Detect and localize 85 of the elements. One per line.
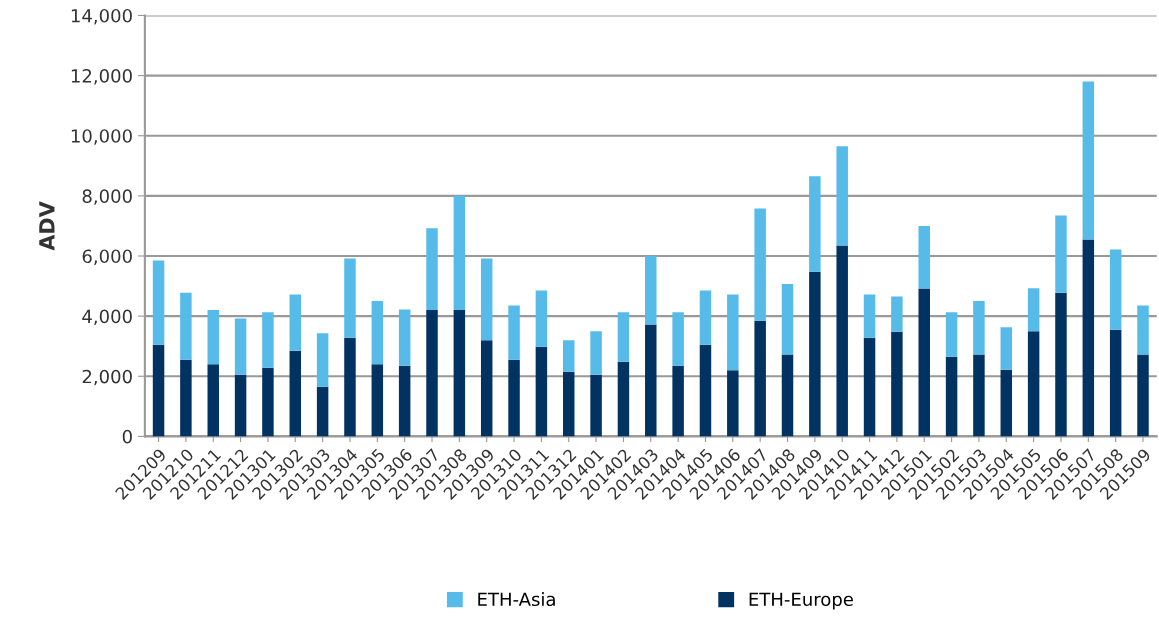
y-tick-label: 6,000 bbox=[82, 249, 132, 265]
bar bbox=[918, 225, 930, 289]
bar bbox=[453, 195, 466, 311]
bar bbox=[262, 367, 274, 437]
y-tick-label: 0 bbox=[122, 429, 132, 444]
bar bbox=[754, 320, 766, 437]
bar bbox=[535, 346, 548, 437]
bar bbox=[1000, 327, 1013, 370]
bar bbox=[1027, 288, 1040, 332]
bar bbox=[1000, 369, 1013, 437]
bar bbox=[891, 331, 903, 437]
bar bbox=[207, 364, 219, 437]
bar bbox=[535, 290, 548, 347]
bar bbox=[1137, 354, 1149, 437]
bar bbox=[563, 371, 575, 437]
bar bbox=[727, 294, 739, 371]
bar bbox=[1055, 292, 1067, 437]
y-tick-label: 2,000 bbox=[82, 369, 132, 386]
bar bbox=[836, 146, 848, 246]
bar bbox=[781, 354, 794, 437]
bar bbox=[180, 292, 192, 360]
bar bbox=[617, 312, 630, 362]
bar bbox=[809, 271, 821, 437]
bar bbox=[316, 333, 329, 387]
bar bbox=[918, 288, 930, 437]
y-tick-label: 14,000 bbox=[71, 8, 132, 25]
bar bbox=[809, 176, 821, 272]
bar bbox=[1027, 331, 1040, 437]
bar bbox=[262, 312, 274, 368]
bar bbox=[398, 309, 411, 366]
bar bbox=[727, 370, 739, 437]
bar bbox=[371, 301, 384, 365]
bar bbox=[1082, 81, 1095, 240]
bar bbox=[453, 310, 466, 437]
bar bbox=[316, 386, 329, 437]
bar bbox=[945, 356, 958, 437]
bar bbox=[1109, 249, 1122, 330]
bar bbox=[973, 354, 985, 437]
bar bbox=[1137, 305, 1149, 355]
bar bbox=[371, 364, 384, 437]
legend-label: ETH-Asia bbox=[478, 592, 555, 607]
bar bbox=[289, 350, 302, 437]
bar bbox=[863, 337, 876, 437]
bar bbox=[754, 208, 766, 321]
bar bbox=[480, 258, 493, 341]
bar bbox=[891, 296, 903, 332]
bar bbox=[344, 337, 356, 437]
bar bbox=[398, 365, 411, 437]
bar bbox=[1055, 215, 1067, 293]
bar bbox=[289, 294, 302, 351]
legend-label: ETH-Europe bbox=[749, 592, 853, 610]
bar bbox=[207, 310, 219, 365]
bar bbox=[863, 294, 876, 338]
bar bbox=[973, 301, 985, 355]
bar bbox=[699, 290, 712, 345]
bar bbox=[234, 374, 247, 437]
bar bbox=[672, 312, 684, 366]
bar bbox=[672, 365, 684, 437]
bar bbox=[180, 359, 192, 437]
y-tick-label: 12,000 bbox=[71, 69, 132, 85]
y-tick-label: 8,000 bbox=[82, 189, 132, 205]
bar bbox=[508, 359, 520, 437]
y-tick-label: 10,000 bbox=[71, 129, 132, 145]
y-axis-title: ADV bbox=[39, 201, 55, 251]
bar bbox=[645, 256, 657, 325]
bar bbox=[1082, 239, 1095, 437]
bar bbox=[590, 374, 602, 437]
bar bbox=[480, 340, 493, 437]
bar bbox=[1109, 329, 1122, 437]
y-tick-label: 4,000 bbox=[82, 309, 132, 326]
bar bbox=[617, 361, 630, 437]
bar bbox=[563, 340, 575, 372]
bar bbox=[836, 245, 848, 437]
bar bbox=[781, 283, 794, 355]
bar bbox=[426, 310, 438, 437]
bar bbox=[152, 260, 165, 345]
bar bbox=[699, 344, 712, 437]
bar bbox=[590, 331, 602, 375]
bar bbox=[645, 324, 657, 437]
bar bbox=[426, 228, 438, 311]
bar bbox=[508, 305, 520, 360]
bar bbox=[234, 318, 247, 375]
bar bbox=[344, 258, 356, 338]
bar bbox=[152, 344, 165, 437]
bar bbox=[945, 312, 958, 357]
